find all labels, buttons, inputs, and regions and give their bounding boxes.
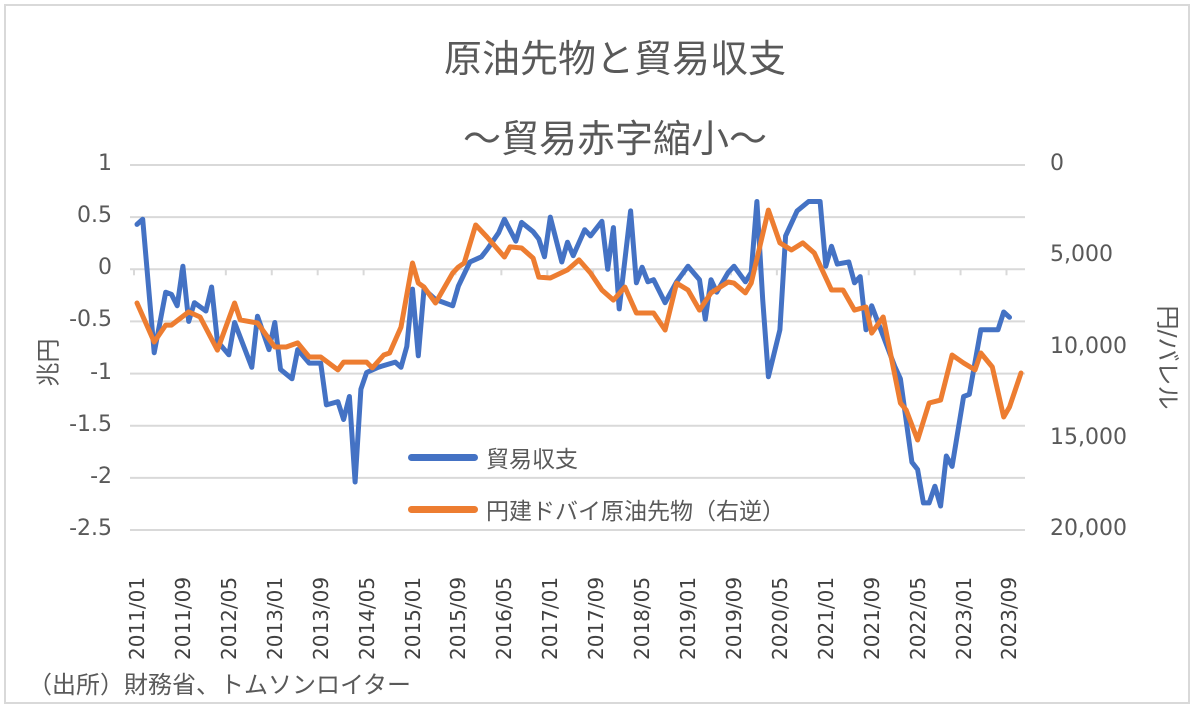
x-tick-label: 2014/05 [354,576,379,660]
chart-frame [4,4,1190,704]
x-tick-label: 2018/05 [630,576,655,660]
right-axis-title: 円/バレル [1153,305,1182,410]
left-tick-label: -2 [90,463,112,489]
x-tick-label: 2011/01 [125,576,149,660]
x-tick-label: 2011/09 [170,576,195,660]
left-tick-label: -0.5 [69,307,112,333]
left-tick-label: 1 [98,151,112,176]
chart-title: 原油先物と貿易収支 [443,37,786,81]
x-tick-label: 2013/01 [262,576,287,660]
x-tick-label: 2020/05 [767,576,792,660]
x-tick-label: 2013/09 [308,576,333,660]
right-tick-label: 5,000 [1050,242,1113,268]
right-tick-label: 10,000 [1050,333,1127,359]
x-tick-label: 2023/09 [997,576,1022,660]
x-tick-label: 2016/05 [492,576,517,660]
x-tick-label: 2017/01 [538,576,563,660]
x-tick-label: 2015/09 [446,576,471,660]
source-note: （出所）財務省、トムソンロイター [28,671,412,699]
left-tick-label: -2.5 [69,516,112,541]
legend-item-trade-balance: 貿易収支 [408,440,578,474]
x-tick-label: 2015/01 [400,576,425,660]
series-line-crude-futures [134,207,1024,443]
left-tick-label: -1.5 [69,411,112,437]
x-tick-label: 2017/09 [584,576,609,660]
x-tick-label: 2023/01 [951,576,976,660]
left-tick-label: 0.5 [77,203,112,229]
legend-swatch-trade-balance [408,453,478,461]
legend-item-crude-futures: 円建ドバイ原油先物（右逆） [408,492,785,526]
chart-subtitle: ～貿易赤字縮小～ [462,117,767,161]
x-tick-label: 2021/09 [859,576,884,660]
legend-label-crude-futures: 円建ドバイ原油先物（右逆） [486,499,785,525]
right-tick-label: 20,000 [1050,516,1127,541]
right-tick-label: 15,000 [1050,424,1127,450]
x-tick-label: 2019/09 [721,576,746,660]
x-tick-label: 2019/01 [676,576,701,660]
left-tick-label: -1 [90,359,112,385]
x-tick-label: 2022/05 [905,576,930,660]
x-tick-label: 2012/05 [216,576,241,660]
right-tick-label: 0 [1050,151,1064,176]
left-tick-label: 0 [98,255,112,281]
legend-swatch-crude-futures [408,505,478,513]
left-axis-title: 兆円 [34,338,63,387]
series-line-trade-balance [134,199,1012,509]
x-tick-label: 2021/01 [813,576,838,660]
legend-label-trade-balance: 貿易収支 [486,447,578,473]
